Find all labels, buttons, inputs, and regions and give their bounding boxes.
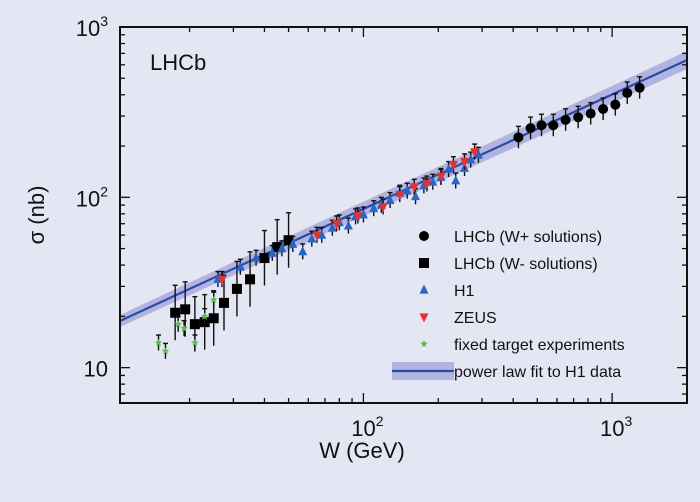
legend-item-0: LHCb (W+ solutions) [419, 229, 602, 246]
y-tick-label: 103 [76, 13, 108, 41]
data-point [283, 235, 294, 246]
series-layer [154, 76, 645, 359]
data-point [259, 253, 270, 264]
ticks-layer: 102 103 10 102 103 [76, 13, 688, 441]
data-point [174, 320, 182, 328]
legend-item-3: ZEUS [419, 310, 497, 327]
data-point [272, 242, 283, 253]
series-1 [170, 212, 294, 352]
x-tick-label: 102 [351, 413, 383, 441]
legend-marker [419, 258, 429, 268]
data-point [470, 148, 480, 158]
legend-item-4: fixed target experiments [420, 337, 625, 354]
data-point [235, 261, 245, 271]
data-point [245, 274, 256, 285]
series-0 [513, 76, 645, 149]
data-point [411, 191, 421, 201]
data-point [428, 176, 438, 186]
data-point [378, 203, 388, 213]
data-point [422, 180, 432, 190]
data-point [307, 233, 317, 243]
data-point [385, 194, 395, 204]
data-point [369, 202, 379, 213]
data-point [536, 120, 547, 131]
data-point [353, 212, 363, 222]
data-point [189, 319, 200, 330]
x-tick-label: 103 [600, 413, 632, 441]
data-point [217, 275, 227, 285]
data-point [180, 304, 191, 315]
data-point [395, 190, 405, 200]
annotation-label: LHCb [150, 50, 206, 75]
data-point [218, 297, 229, 308]
data-point [251, 252, 261, 262]
legend-marker [419, 284, 429, 294]
data-point [312, 231, 322, 241]
legend-item-1: LHCb (W- solutions) [419, 256, 598, 273]
data-point [448, 160, 458, 170]
data-point [358, 209, 368, 219]
legend-marker [419, 313, 429, 323]
y-tick-label: 10 [84, 357, 108, 382]
data-point [209, 295, 218, 304]
fit-band [120, 51, 687, 327]
fit-layer [120, 51, 687, 327]
data-point [343, 220, 353, 230]
data-point [548, 120, 559, 131]
data-point [231, 283, 242, 294]
data-point [267, 247, 277, 257]
data-point [560, 114, 571, 125]
data-point [513, 132, 524, 143]
x-axis-label: W (GeV) [319, 438, 405, 463]
data-point [573, 112, 584, 123]
data-point [634, 82, 645, 93]
fit-line [120, 59, 687, 322]
legend-label: fixed target experiments [454, 337, 625, 354]
data-point [327, 222, 337, 232]
data-point [610, 99, 621, 110]
data-point [585, 108, 596, 119]
data-point [288, 238, 298, 248]
legend-label: ZEUS [454, 310, 497, 327]
data-point [460, 158, 470, 168]
data-point [298, 246, 308, 256]
data-point [161, 347, 170, 355]
data-point [277, 243, 287, 253]
legend: LHCb (W+ solutions) LHCb (W- solutions) H1… [392, 229, 625, 381]
data-point [473, 149, 483, 159]
data-point [402, 185, 412, 195]
legend-item-2: H1 [419, 283, 475, 300]
data-point [622, 87, 633, 98]
series-4 [154, 291, 218, 359]
data-point [200, 312, 209, 320]
data-point [409, 183, 419, 193]
series-3 [217, 143, 480, 288]
legend-label: power law fit to H1 data [454, 364, 621, 381]
y-axis-label: σ (nb) [24, 186, 49, 245]
data-point [525, 123, 536, 134]
y-tick-label: 102 [76, 183, 108, 211]
data-point [332, 220, 342, 230]
data-point [451, 175, 461, 185]
legend-label: LHCb (W+ solutions) [454, 229, 602, 246]
data-point [154, 338, 163, 346]
data-point [180, 324, 188, 332]
data-point [436, 172, 446, 182]
data-point [598, 104, 609, 115]
data-point [208, 313, 219, 324]
plot-frame [119, 26, 688, 404]
legend-marker [420, 340, 428, 348]
data-point [317, 229, 327, 239]
data-point [466, 154, 476, 164]
data-point [191, 338, 199, 346]
data-point [444, 163, 454, 173]
legend-label: LHCb (W- solutions) [454, 256, 598, 273]
data-point [170, 307, 181, 318]
legend-marker [419, 231, 429, 241]
legend-label: H1 [454, 283, 475, 300]
legend-item-5: power law fit to H1 data [392, 362, 621, 381]
